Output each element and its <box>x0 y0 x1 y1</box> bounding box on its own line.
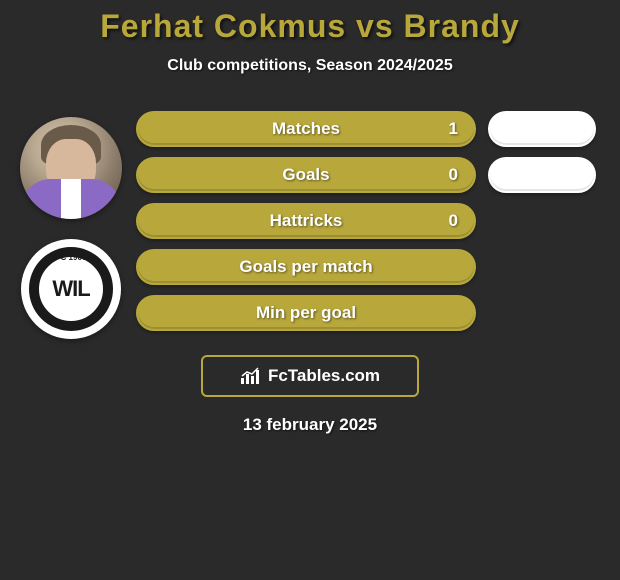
brand-text: FcTables.com <box>268 366 380 386</box>
brand-box[interactable]: FcTables.com <box>201 355 419 397</box>
stat-bar-left: Hattricks 0 <box>136 203 476 239</box>
date-label: 13 february 2025 <box>0 415 620 435</box>
stat-bar-left: Min per goal <box>136 295 476 331</box>
stat-bar-right <box>488 111 596 147</box>
stat-value: 0 <box>449 211 458 231</box>
avatar-jersey <box>21 179 121 219</box>
stat-bar-left: Goals 0 <box>136 157 476 193</box>
comparison-card: Ferhat Cokmus vs Brandy Club competition… <box>0 0 620 435</box>
stat-row-goals: Goals 0 <box>136 157 614 193</box>
club-logo-text: WIL <box>52 276 89 302</box>
club-logo: FC 1900 WIL <box>21 239 121 339</box>
club-logo-top-text: FC 1900 <box>56 253 87 262</box>
stat-label: Matches <box>272 119 340 139</box>
main-area: FC 1900 WIL Matches 1 Goals 0 <box>0 105 620 339</box>
stat-bar-left: Goals per match <box>136 249 476 285</box>
player-avatar <box>20 117 122 219</box>
stat-bar-left: Matches 1 <box>136 111 476 147</box>
stat-label: Min per goal <box>256 303 356 323</box>
stat-bar-right <box>488 157 596 193</box>
stat-row-gpm: Goals per match <box>136 249 614 285</box>
stat-value: 0 <box>449 165 458 185</box>
stat-label: Goals per match <box>239 257 372 277</box>
season-subtitle: Club competitions, Season 2024/2025 <box>0 57 620 75</box>
stat-label: Hattricks <box>270 211 343 231</box>
stat-label: Goals <box>282 165 329 185</box>
stat-row-hattricks: Hattricks 0 <box>136 203 614 239</box>
stats-column: Matches 1 Goals 0 Hattricks 0 <box>136 105 614 331</box>
left-column: FC 1900 WIL <box>6 105 136 339</box>
chart-icon <box>240 367 262 385</box>
page-title: Ferhat Cokmus vs Brandy <box>0 8 620 45</box>
stat-row-mpg: Min per goal <box>136 295 614 331</box>
stat-value: 1 <box>449 119 458 139</box>
stat-row-matches: Matches 1 <box>136 111 614 147</box>
